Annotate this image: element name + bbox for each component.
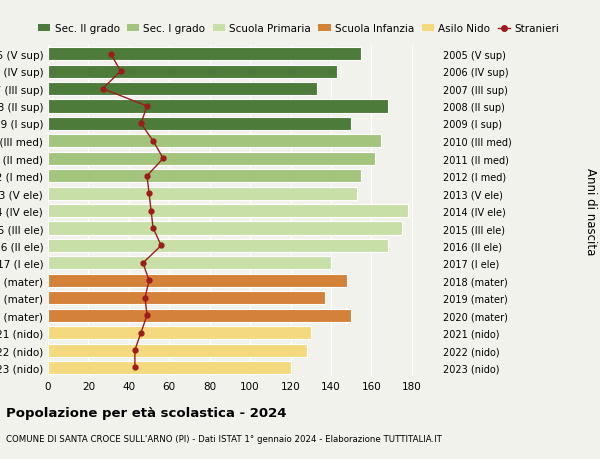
- Bar: [48, 152, 376, 166]
- Legend: Sec. II grado, Sec. I grado, Scuola Primaria, Scuola Infanzia, Asilo Nido, Stran: Sec. II grado, Sec. I grado, Scuola Prim…: [38, 24, 559, 34]
- Bar: [48, 361, 290, 374]
- Bar: [48, 66, 337, 78]
- Text: Anni di nascita: Anni di nascita: [584, 168, 597, 255]
- Bar: [48, 48, 361, 61]
- Bar: [48, 291, 325, 305]
- Bar: [48, 187, 357, 200]
- Bar: [48, 135, 382, 148]
- Bar: [48, 309, 351, 322]
- Bar: [48, 257, 331, 270]
- Bar: [48, 170, 361, 183]
- Text: Popolazione per età scolastica - 2024: Popolazione per età scolastica - 2024: [6, 406, 287, 419]
- Bar: [48, 222, 401, 235]
- Bar: [48, 274, 347, 287]
- Text: COMUNE DI SANTA CROCE SULL'ARNO (PI) - Dati ISTAT 1° gennaio 2024 - Elaborazione: COMUNE DI SANTA CROCE SULL'ARNO (PI) - D…: [6, 434, 442, 443]
- Bar: [48, 205, 408, 218]
- Bar: [48, 344, 307, 357]
- Bar: [48, 100, 388, 113]
- Bar: [48, 240, 388, 252]
- Bar: [48, 326, 311, 339]
- Bar: [48, 118, 351, 131]
- Bar: [48, 83, 317, 96]
